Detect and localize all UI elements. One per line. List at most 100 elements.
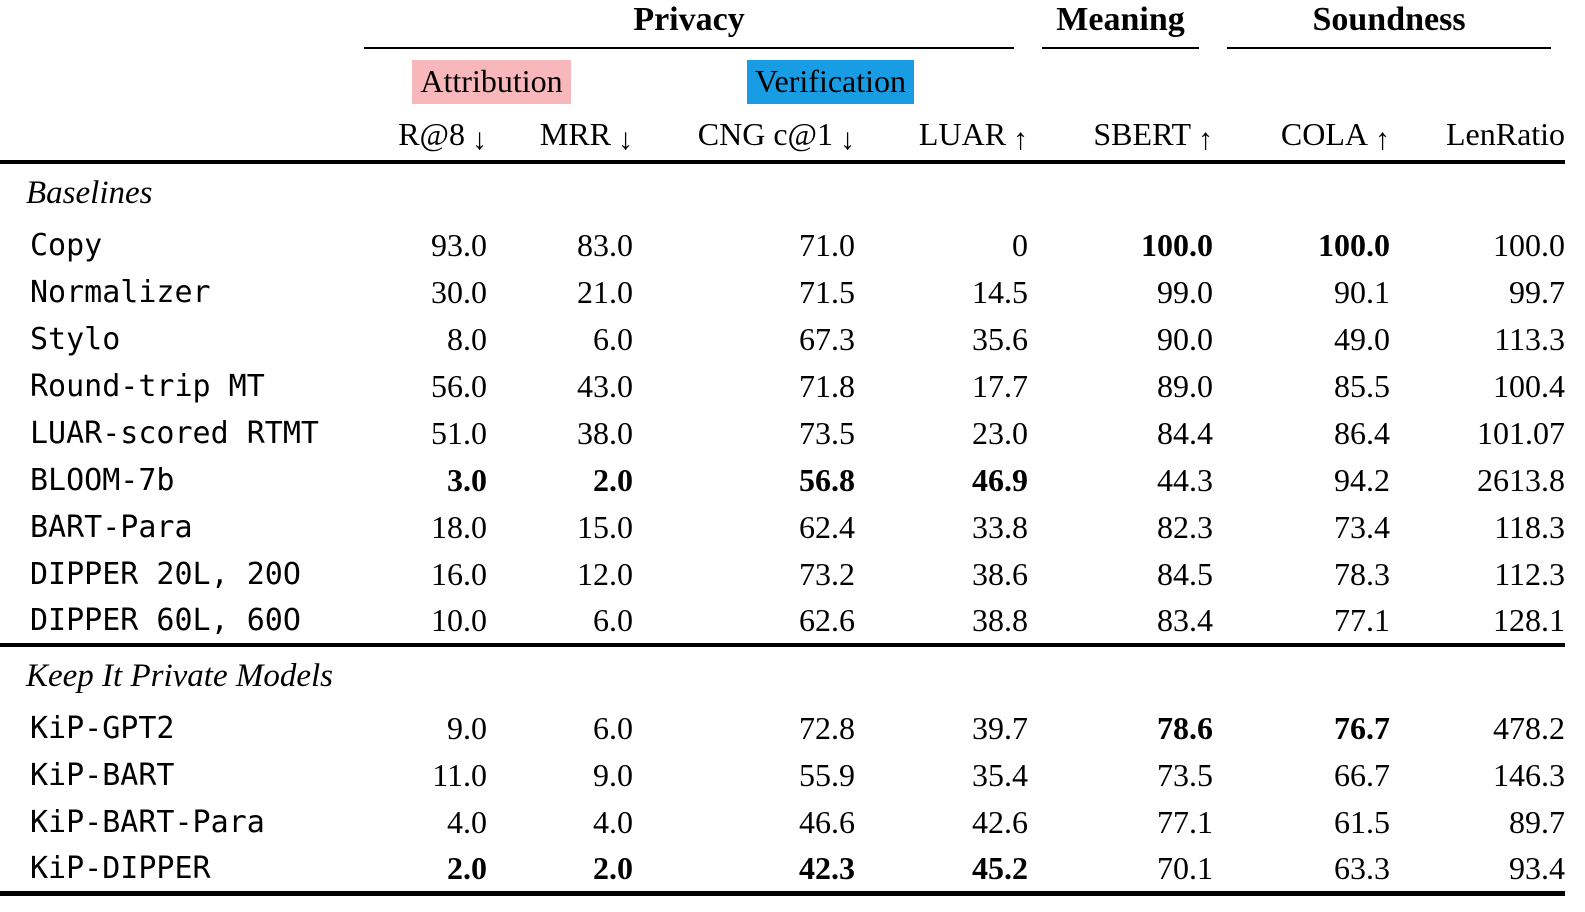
up-arrow-icon: ↑ bbox=[1013, 122, 1029, 156]
row-label: Normalizer bbox=[30, 275, 211, 310]
cell-sbert: 90.0 bbox=[1157, 321, 1214, 357]
cell-r_at_8: 16.0 bbox=[431, 556, 487, 592]
cell-mrr: 9.0 bbox=[593, 757, 633, 793]
cell-cola: 78.3 bbox=[1334, 556, 1391, 592]
cell-luar: 17.7 bbox=[972, 368, 1029, 404]
cell-sbert: 82.3 bbox=[1157, 509, 1214, 545]
table-row: Round-trip MT 56.0 43.0 71.8 17.7 89.0 85.5 100… bbox=[0, 363, 1565, 410]
down-arrow-icon: ↓ bbox=[472, 122, 487, 156]
cell-mrr: 6.0 bbox=[593, 602, 633, 638]
metric-name: LenRatio bbox=[1445, 115, 1566, 152]
cell-mrr: 12.0 bbox=[577, 556, 633, 592]
cell-cola: 100.0 bbox=[1318, 227, 1391, 263]
section-title-row: Baselines bbox=[0, 162, 1565, 222]
table-row: KiP-BART-Para 4.0 4.0 46.6 42.6 77.1 61.5 89.7 bbox=[0, 799, 1565, 846]
soundness-group-label: Soundness bbox=[1312, 1, 1466, 38]
group-header-meaning: Meaning bbox=[1028, 0, 1213, 56]
column-header-mrr: MRR ↓ bbox=[487, 108, 633, 164]
cell-cng_c_at_1: 71.8 bbox=[799, 368, 855, 404]
table-row: BART-Para 18.0 15.0 62.4 33.8 82.3 73.4 118.3 bbox=[0, 504, 1565, 551]
cell-len_ratio: 2613.8 bbox=[1477, 462, 1566, 498]
cell-mrr: 2.0 bbox=[593, 849, 633, 886]
row-label: KiP-BART bbox=[30, 758, 175, 793]
table-row: KiP-BART 11.0 9.0 55.9 35.4 73.5 66.7 146.3 bbox=[0, 752, 1565, 799]
cell-r_at_8: 30.0 bbox=[431, 274, 487, 310]
cell-cng_c_at_1: 55.9 bbox=[799, 757, 855, 793]
cell-len_ratio: 478.2 bbox=[1493, 710, 1566, 746]
metric-name: LUAR bbox=[918, 115, 1007, 152]
cell-len_ratio: 128.1 bbox=[1493, 602, 1566, 638]
table-row: DIPPER 60L, 60O 10.0 6.0 62.6 38.8 83.4 77.1 12… bbox=[0, 598, 1565, 645]
cell-cng_c_at_1: 73.5 bbox=[799, 415, 855, 451]
meaning-group-label: Meaning bbox=[1056, 1, 1185, 38]
cell-cng_c_at_1: 46.6 bbox=[799, 804, 855, 840]
cell-mrr: 38.0 bbox=[577, 415, 633, 451]
cell-luar: 23.0 bbox=[972, 415, 1029, 451]
cell-cng_c_at_1: 71.5 bbox=[799, 274, 855, 310]
empty-cell bbox=[1213, 56, 1565, 108]
cell-cng_c_at_1: 62.4 bbox=[799, 509, 855, 545]
cell-cng_c_at_1: 67.3 bbox=[799, 321, 855, 357]
cell-cola: 49.0 bbox=[1334, 321, 1391, 357]
group-header-privacy: Privacy bbox=[350, 0, 1028, 56]
empty-cell bbox=[1028, 56, 1213, 108]
metric-name: SBERT bbox=[1093, 115, 1192, 152]
row-label: KiP-GPT2 bbox=[30, 711, 175, 746]
cell-sbert: 73.5 bbox=[1157, 757, 1214, 793]
cell-mrr: 83.0 bbox=[577, 227, 633, 263]
column-header-luar: LUAR ↑ bbox=[855, 108, 1029, 164]
column-header-cola: COLA ↑ bbox=[1213, 108, 1391, 164]
cell-cola: 63.3 bbox=[1334, 849, 1391, 886]
cell-sbert: 84.5 bbox=[1157, 556, 1214, 592]
cell-len_ratio: 146.3 bbox=[1493, 757, 1566, 793]
cell-cng_c_at_1: 56.8 bbox=[799, 462, 855, 498]
section-title: Keep It Private Models bbox=[0, 643, 1566, 705]
cell-len_ratio: 118.3 bbox=[1494, 509, 1566, 545]
row-label: LUAR-scored RTMT bbox=[30, 416, 319, 451]
corner-empty-cell bbox=[0, 0, 350, 56]
table-row: Copy 93.0 83.0 71.0 0 100.0 100.0 100.0 bbox=[0, 222, 1565, 269]
cell-len_ratio: 113.3 bbox=[1494, 321, 1566, 357]
cell-luar: 35.4 bbox=[972, 757, 1029, 793]
subgroup-attribution-cell: Attribution bbox=[350, 56, 633, 108]
cell-mrr: 4.0 bbox=[593, 804, 633, 840]
metric-name: COLA bbox=[1280, 115, 1369, 152]
metric-name: R@8 bbox=[398, 115, 465, 152]
cell-r_at_8: 2.0 bbox=[447, 849, 487, 886]
cell-mrr: 2.0 bbox=[593, 462, 633, 498]
row-label: Copy bbox=[30, 228, 103, 263]
cell-sbert: 89.0 bbox=[1157, 368, 1214, 404]
table-row: KiP-DIPPER 2.0 2.0 42.3 45.2 70.1 63.3 93.4 bbox=[0, 846, 1565, 893]
privacy-group-label: Privacy bbox=[633, 1, 745, 38]
cell-cng_c_at_1: 73.2 bbox=[799, 556, 855, 592]
row-label: Stylo bbox=[30, 322, 121, 357]
attribution-highlight-label: Attribution bbox=[412, 60, 571, 104]
cell-sbert: 44.3 bbox=[1157, 462, 1214, 498]
down-arrow-icon: ↓ bbox=[618, 122, 633, 156]
group-header-row: Privacy Meaning Soundness bbox=[0, 0, 1565, 56]
cell-r_at_8: 4.0 bbox=[447, 804, 487, 840]
section-title-row: Keep It Private Models bbox=[0, 643, 1566, 705]
cell-cola: 77.1 bbox=[1334, 602, 1391, 638]
cell-luar: 33.8 bbox=[972, 509, 1029, 545]
section-title: Baselines bbox=[26, 174, 153, 211]
cell-cola: 76.7 bbox=[1334, 710, 1391, 746]
table-row: KiP-GPT2 9.0 6.0 72.8 39.7 78.6 76.7 478.2 bbox=[0, 705, 1565, 752]
results-table: Privacy Meaning Soundness Attribut bbox=[0, 0, 1566, 896]
soundness-group-rule: Soundness bbox=[1227, 0, 1552, 49]
cell-cola: 94.2 bbox=[1334, 462, 1391, 498]
cell-r_at_8: 11.0 bbox=[432, 757, 487, 793]
metric-name: MRR bbox=[539, 115, 611, 152]
cell-sbert: 70.1 bbox=[1157, 849, 1214, 886]
table-row: BLOOM-7b 3.0 2.0 56.8 46.9 44.3 94.2 2613.8 bbox=[0, 457, 1565, 504]
row-label: BLOOM-7b bbox=[30, 463, 175, 498]
table-row: LUAR-scored RTMT 51.0 38.0 73.5 23.0 84.4 86.4… bbox=[0, 410, 1565, 457]
table-row: Stylo 8.0 6.0 67.3 35.6 90.0 49.0 113.3 bbox=[0, 316, 1565, 363]
row-label: BART-Para bbox=[30, 510, 193, 545]
cell-cng_c_at_1: 62.6 bbox=[799, 602, 855, 638]
cell-len_ratio: 101.07 bbox=[1477, 415, 1566, 451]
cell-r_at_8: 3.0 bbox=[447, 462, 487, 498]
cell-r_at_8: 18.0 bbox=[431, 509, 487, 545]
cell-len_ratio: 100.4 bbox=[1493, 368, 1566, 404]
cell-cola: 90.1 bbox=[1334, 274, 1391, 310]
